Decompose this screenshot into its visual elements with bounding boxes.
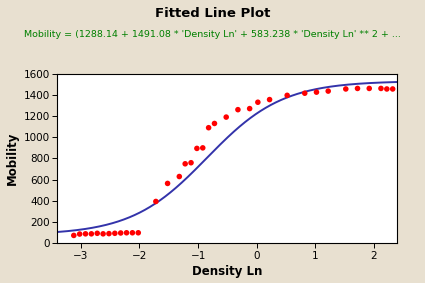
Point: [82, 231, 89, 236]
Point: [205, 125, 212, 130]
Point: [88, 231, 95, 236]
Point: [313, 90, 320, 95]
Point: [377, 86, 384, 91]
Point: [383, 87, 390, 91]
Point: [284, 93, 291, 98]
Point: [193, 146, 200, 151]
Point: [123, 230, 130, 235]
Point: [354, 86, 361, 91]
Point: [135, 230, 142, 235]
Point: [76, 232, 83, 236]
Point: [164, 181, 171, 186]
Point: [129, 230, 136, 235]
Point: [246, 106, 253, 111]
Point: [235, 107, 241, 112]
Y-axis label: Mobility: Mobility: [6, 132, 19, 185]
Point: [176, 174, 183, 179]
Point: [389, 87, 396, 91]
Point: [105, 231, 112, 236]
Point: [211, 121, 218, 126]
X-axis label: Density Ln: Density Ln: [192, 265, 263, 278]
Point: [111, 231, 118, 235]
Point: [343, 87, 349, 91]
Point: [325, 89, 332, 93]
Text: Mobility = (1288.14 + 1491.08 * 'Density Ln' + 583.238 * 'Density Ln' ** 2 + ...: Mobility = (1288.14 + 1491.08 * 'Density…: [24, 30, 401, 39]
Point: [117, 231, 124, 235]
Point: [223, 115, 230, 119]
Point: [100, 231, 107, 236]
Point: [266, 97, 273, 102]
Point: [182, 162, 189, 166]
Text: Fitted Line Plot: Fitted Line Plot: [155, 7, 270, 20]
Point: [199, 145, 206, 150]
Point: [366, 86, 373, 91]
Point: [94, 231, 101, 235]
Point: [255, 100, 261, 104]
Point: [153, 199, 159, 204]
Point: [187, 160, 194, 165]
Point: [301, 91, 308, 95]
Point: [71, 233, 77, 238]
